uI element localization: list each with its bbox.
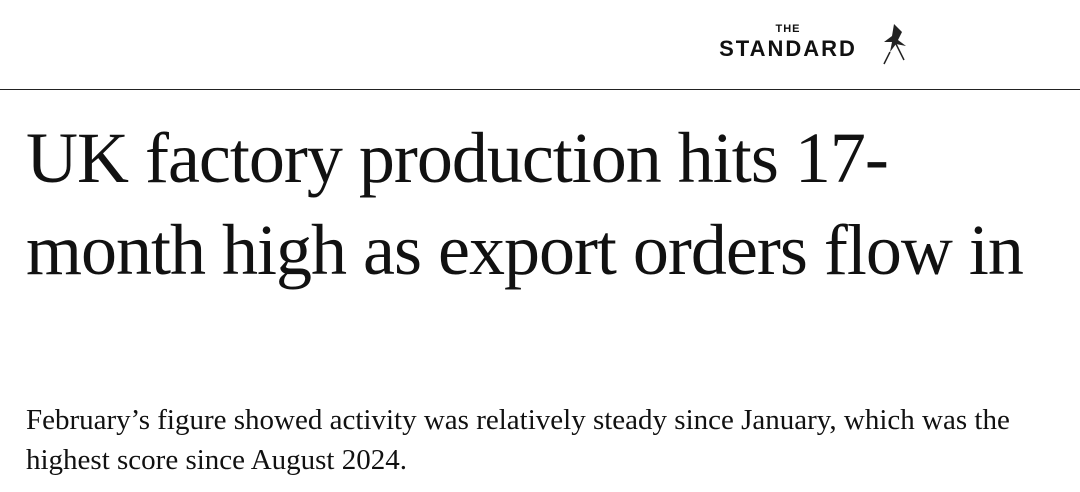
headline: UK factory production hits 17-month high… bbox=[26, 118, 1024, 290]
logo-icon bbox=[883, 24, 906, 65]
logo-top: THE bbox=[775, 23, 801, 35]
site-header: THE STANDARD bbox=[0, 0, 1080, 90]
standfirst: February’s figure showed activity was re… bbox=[26, 404, 1010, 476]
logo[interactable]: THE STANDARD bbox=[698, 22, 878, 62]
logo-text: STANDARD bbox=[719, 36, 857, 61]
